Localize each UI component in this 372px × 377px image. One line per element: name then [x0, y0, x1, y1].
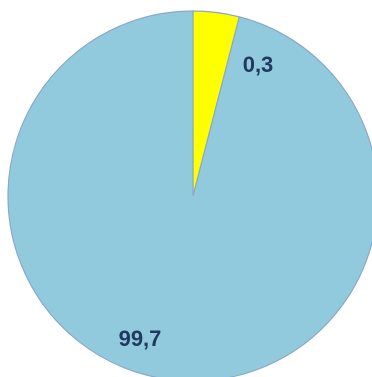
pie-slice-99-7: [7, 10, 372, 377]
pie-data-label: 99,7: [119, 326, 162, 351]
pie-data-label: 0,3: [243, 52, 274, 77]
pie-slices: [7, 10, 372, 377]
pie-labels: 0,3 99,7: [119, 52, 274, 351]
